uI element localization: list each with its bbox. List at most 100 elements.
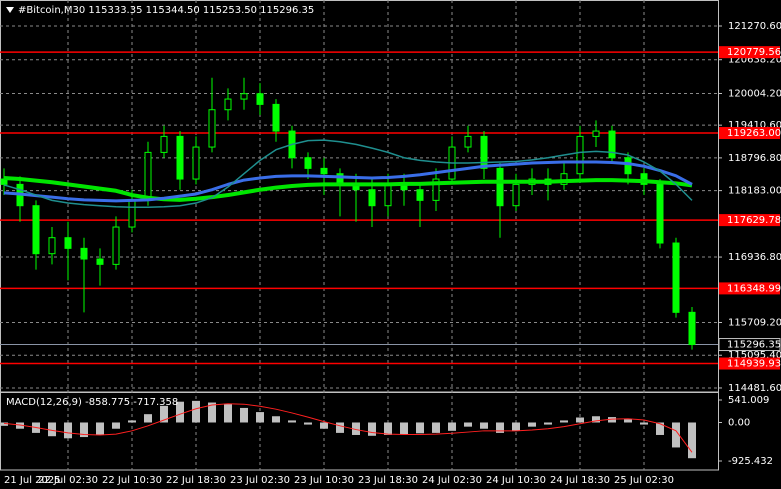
macd-bar (128, 420, 136, 423)
candle-body (624, 157, 632, 175)
candle-body (496, 167, 504, 207)
candle-body (144, 151, 152, 201)
macd-bar (48, 422, 56, 437)
level-label-box (719, 282, 780, 295)
macd-bar (368, 422, 376, 436)
y-tick-label: 116936.80 (728, 252, 781, 263)
macd-bar (0, 422, 8, 426)
chart-title: #Bitcoin,M30 115333.35 115344.50 115253.… (18, 5, 314, 16)
y-tick-label: 114481.60 (728, 383, 781, 394)
y-tick-label: 118796.80 (728, 153, 781, 164)
candle-body (224, 98, 232, 111)
macd-bar (336, 422, 344, 433)
macd-bar (208, 402, 216, 423)
macd-bar (592, 416, 600, 423)
level-label: 114939.93 (727, 359, 781, 370)
level-label: 119263.00 (727, 128, 781, 139)
macd-bar (624, 419, 632, 423)
y-tick-label: 118183.00 (728, 186, 781, 197)
level-label: 120779.56 (727, 47, 781, 58)
x-tick-label: 24 Jul 10:30 (486, 475, 546, 486)
candle-body (464, 135, 472, 148)
candle-body (416, 189, 424, 201)
macd-bar (544, 422, 552, 425)
signal-line (3, 403, 693, 453)
macd-bar (224, 403, 232, 423)
moving-average (3, 139, 693, 209)
macd-bar (96, 422, 104, 435)
y-tick-label: -925.432 (728, 456, 773, 467)
candle-body (208, 109, 216, 148)
candle-body (192, 146, 200, 180)
candle-body (256, 93, 264, 105)
candle-body (432, 178, 440, 201)
macd-bar (384, 422, 392, 435)
macd-bar (688, 422, 696, 459)
candle-body (608, 130, 616, 159)
level-label: 116348.99 (727, 283, 781, 294)
labels: #Bitcoin,M30 115333.35 115344.50 115253.… (4, 5, 781, 486)
x-tick-label: 23 Jul 02:30 (230, 475, 290, 486)
macd-bar (448, 422, 456, 431)
x-tick-label: 23 Jul 10:30 (294, 475, 354, 486)
x-tick-label: 25 Jul 02:30 (614, 475, 674, 486)
y-tick-label: 119410.60 (728, 120, 781, 131)
macd-bar (304, 422, 312, 425)
macd-bar (112, 422, 120, 429)
macd-bar (80, 422, 88, 438)
y-tick-label: 120638.20 (728, 55, 781, 66)
marks (0, 51, 718, 459)
y-tick-label: 121270.60 (728, 21, 781, 32)
moving-average (3, 175, 693, 202)
x-tick-label: 22 Jul 02:30 (38, 475, 98, 486)
macd-bar (496, 422, 504, 433)
macd-bar (240, 407, 248, 423)
candle-body (80, 247, 88, 260)
level-label: 117629.78 (727, 215, 781, 226)
macd-bar (352, 422, 360, 435)
macd-bar (160, 405, 168, 423)
candle-body (240, 93, 248, 100)
candle-body (688, 311, 696, 346)
candle-body (656, 183, 664, 244)
y-tick-label: 541.009 (728, 395, 769, 406)
y-tick-label: 0.00 (728, 417, 750, 428)
candle-body (320, 167, 328, 175)
macd-bar (672, 422, 680, 448)
macd-bar (400, 422, 408, 435)
last-price-label: 115296.35 (727, 340, 781, 351)
candle-body (640, 173, 648, 185)
last-price-box (718, 338, 781, 352)
macd-bar (576, 417, 584, 423)
level-label-box (719, 357, 780, 370)
macd-bar (512, 422, 520, 431)
menu-triangle (6, 7, 14, 13)
candle-body (112, 226, 120, 265)
candle-body (176, 135, 184, 180)
candle-body (160, 135, 168, 153)
x-tick-label: 22 Jul 10:30 (102, 475, 162, 486)
macd-bar (416, 422, 424, 434)
candle-body (368, 189, 376, 207)
level-label-box (719, 214, 780, 227)
candle-body (672, 242, 680, 313)
x-tick-label: 24 Jul 18:30 (550, 475, 610, 486)
candle-body (304, 157, 312, 169)
macd-bar (272, 416, 280, 423)
candle-body (32, 205, 40, 255)
candle-body (480, 135, 488, 169)
candle-body (592, 130, 600, 137)
y-tick-label: 120004.20 (728, 89, 781, 100)
y-tick-label: 115095.40 (728, 350, 781, 361)
candle-body (560, 173, 568, 185)
macd-bar (288, 420, 296, 423)
candle-body (64, 237, 72, 249)
candle-body (272, 103, 280, 132)
macd-title: MACD(12,26,9) -858.775 -717.358 (6, 397, 178, 408)
macd-bar (64, 422, 72, 439)
moving-average (3, 160, 693, 203)
macd-bar (528, 422, 536, 427)
macd-bar (144, 414, 152, 423)
